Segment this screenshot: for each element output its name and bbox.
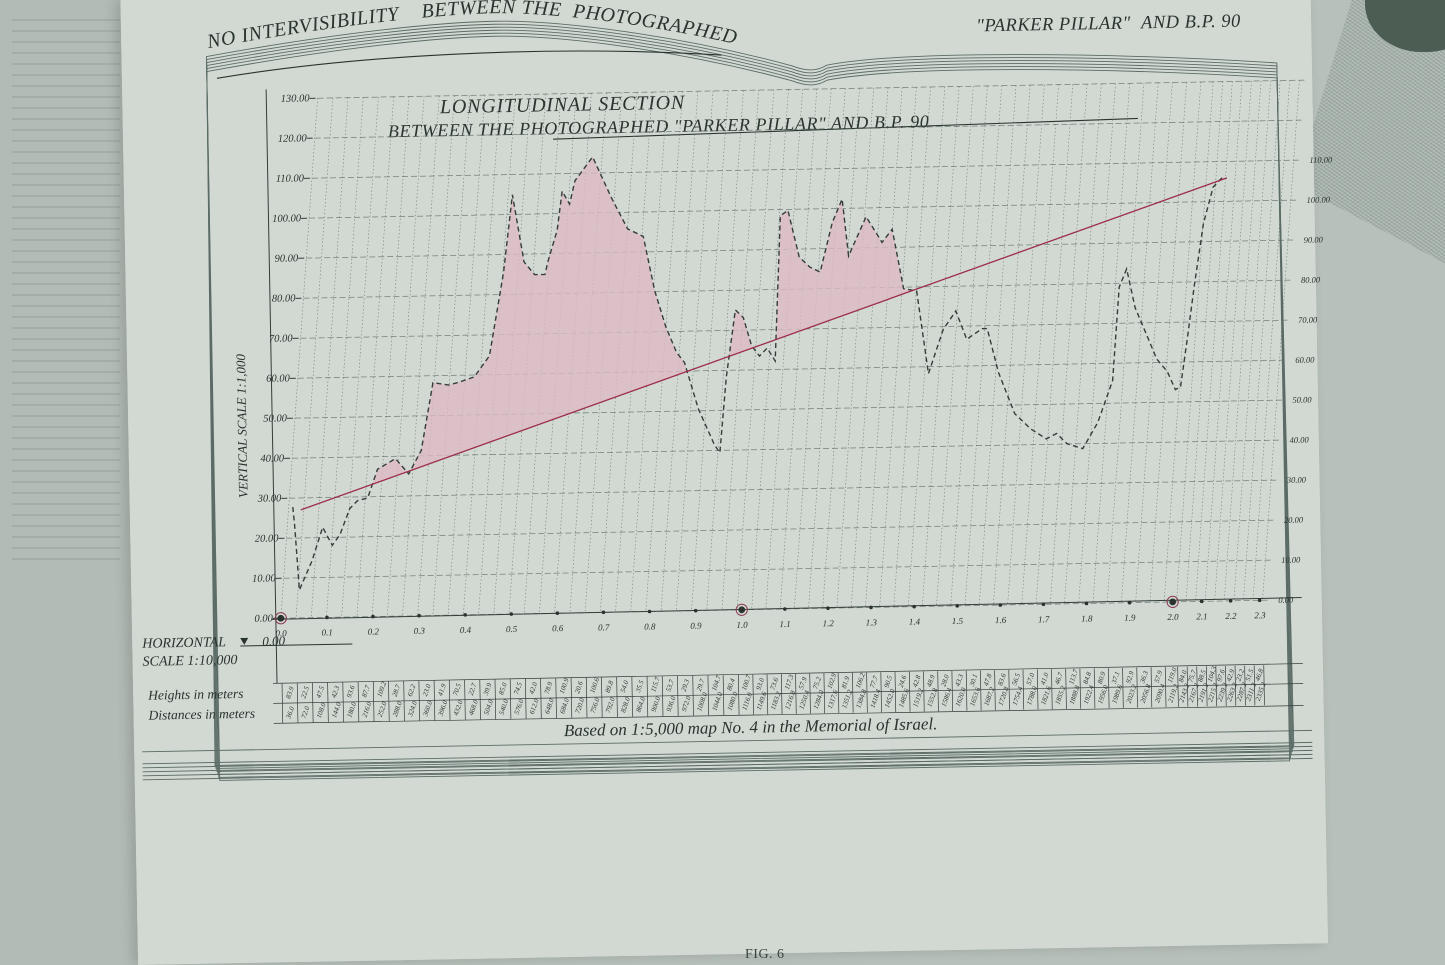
svg-text:0.00: 0.00 xyxy=(262,633,286,648)
svg-text:1.8: 1.8 xyxy=(1081,613,1093,623)
svg-text:50.00: 50.00 xyxy=(1292,395,1312,405)
svg-text:HORIZONTAL: HORIZONTAL xyxy=(141,635,226,652)
svg-text:2.3: 2.3 xyxy=(1254,610,1266,620)
svg-text:90.00: 90.00 xyxy=(1304,234,1324,244)
svg-text:70.00: 70.00 xyxy=(269,333,294,344)
svg-text:0.8: 0.8 xyxy=(644,621,656,631)
svg-text:0.4: 0.4 xyxy=(460,625,472,635)
svg-text:60.00: 60.00 xyxy=(266,373,291,384)
svg-text:30.00: 30.00 xyxy=(1286,475,1307,485)
svg-text:90.00: 90.00 xyxy=(275,253,300,264)
svg-text:0.6: 0.6 xyxy=(552,623,564,633)
svg-text:0.5: 0.5 xyxy=(506,624,518,634)
svg-text:20.00: 20.00 xyxy=(1284,515,1304,525)
svg-text:Heights in meters: Heights in meters xyxy=(147,686,244,703)
svg-text:2.1: 2.1 xyxy=(1196,611,1207,621)
svg-text:0.3: 0.3 xyxy=(414,626,426,636)
svg-text:1.4: 1.4 xyxy=(909,617,921,627)
svg-text:SCALE 1:10,000: SCALE 1:10,000 xyxy=(142,653,237,670)
svg-text:110.00: 110.00 xyxy=(276,173,305,185)
svg-text:20.00: 20.00 xyxy=(255,533,280,544)
svg-text:120.00: 120.00 xyxy=(278,133,308,145)
svg-text:110.00: 110.00 xyxy=(1309,154,1333,164)
svg-text:2.0: 2.0 xyxy=(1167,612,1179,622)
svg-text:10.00: 10.00 xyxy=(1281,555,1301,565)
svg-text:1.6: 1.6 xyxy=(995,615,1007,625)
svg-text:1.3: 1.3 xyxy=(866,617,878,627)
svg-text:LONGITUDINAL SECTION: LONGITUDINAL SECTION xyxy=(439,92,686,119)
svg-text:1.1: 1.1 xyxy=(779,619,790,629)
svg-text:10.00: 10.00 xyxy=(252,573,277,584)
svg-text:0.9: 0.9 xyxy=(690,621,702,631)
svg-text:30.00: 30.00 xyxy=(257,493,283,504)
svg-text:0.7: 0.7 xyxy=(598,622,610,632)
svg-text:40.00: 40.00 xyxy=(1290,435,1310,445)
svg-text:1.2: 1.2 xyxy=(822,618,834,628)
svg-text:60.00: 60.00 xyxy=(1295,355,1315,365)
svg-text:1.9: 1.9 xyxy=(1124,613,1136,623)
svg-text:1.5: 1.5 xyxy=(952,616,964,626)
svg-text:50.00: 50.00 xyxy=(263,413,288,424)
svg-text:2.2: 2.2 xyxy=(1225,611,1237,621)
svg-text:70.00: 70.00 xyxy=(1298,315,1318,325)
svg-text:Distances in meters: Distances in meters xyxy=(147,706,255,723)
svg-text:80.00: 80.00 xyxy=(272,293,297,304)
svg-text:100.00: 100.00 xyxy=(272,213,302,225)
svg-text:80.00: 80.00 xyxy=(1301,275,1321,285)
svg-text:0.00: 0.00 xyxy=(254,613,273,624)
svg-text:0.1: 0.1 xyxy=(321,627,332,637)
svg-text:0.00: 0.00 xyxy=(1278,595,1294,605)
svg-text:VERTICAL SCALE 1:1,000: VERTICAL SCALE 1:1,000 xyxy=(233,353,251,498)
svg-text:0.2: 0.2 xyxy=(368,626,380,636)
svg-text:1.7: 1.7 xyxy=(1038,614,1050,624)
svg-text:40.00: 40.00 xyxy=(260,453,285,464)
svg-text:130.00: 130.00 xyxy=(281,93,311,105)
svg-text:1.0: 1.0 xyxy=(736,620,748,630)
svg-text:100.00: 100.00 xyxy=(1307,194,1331,204)
